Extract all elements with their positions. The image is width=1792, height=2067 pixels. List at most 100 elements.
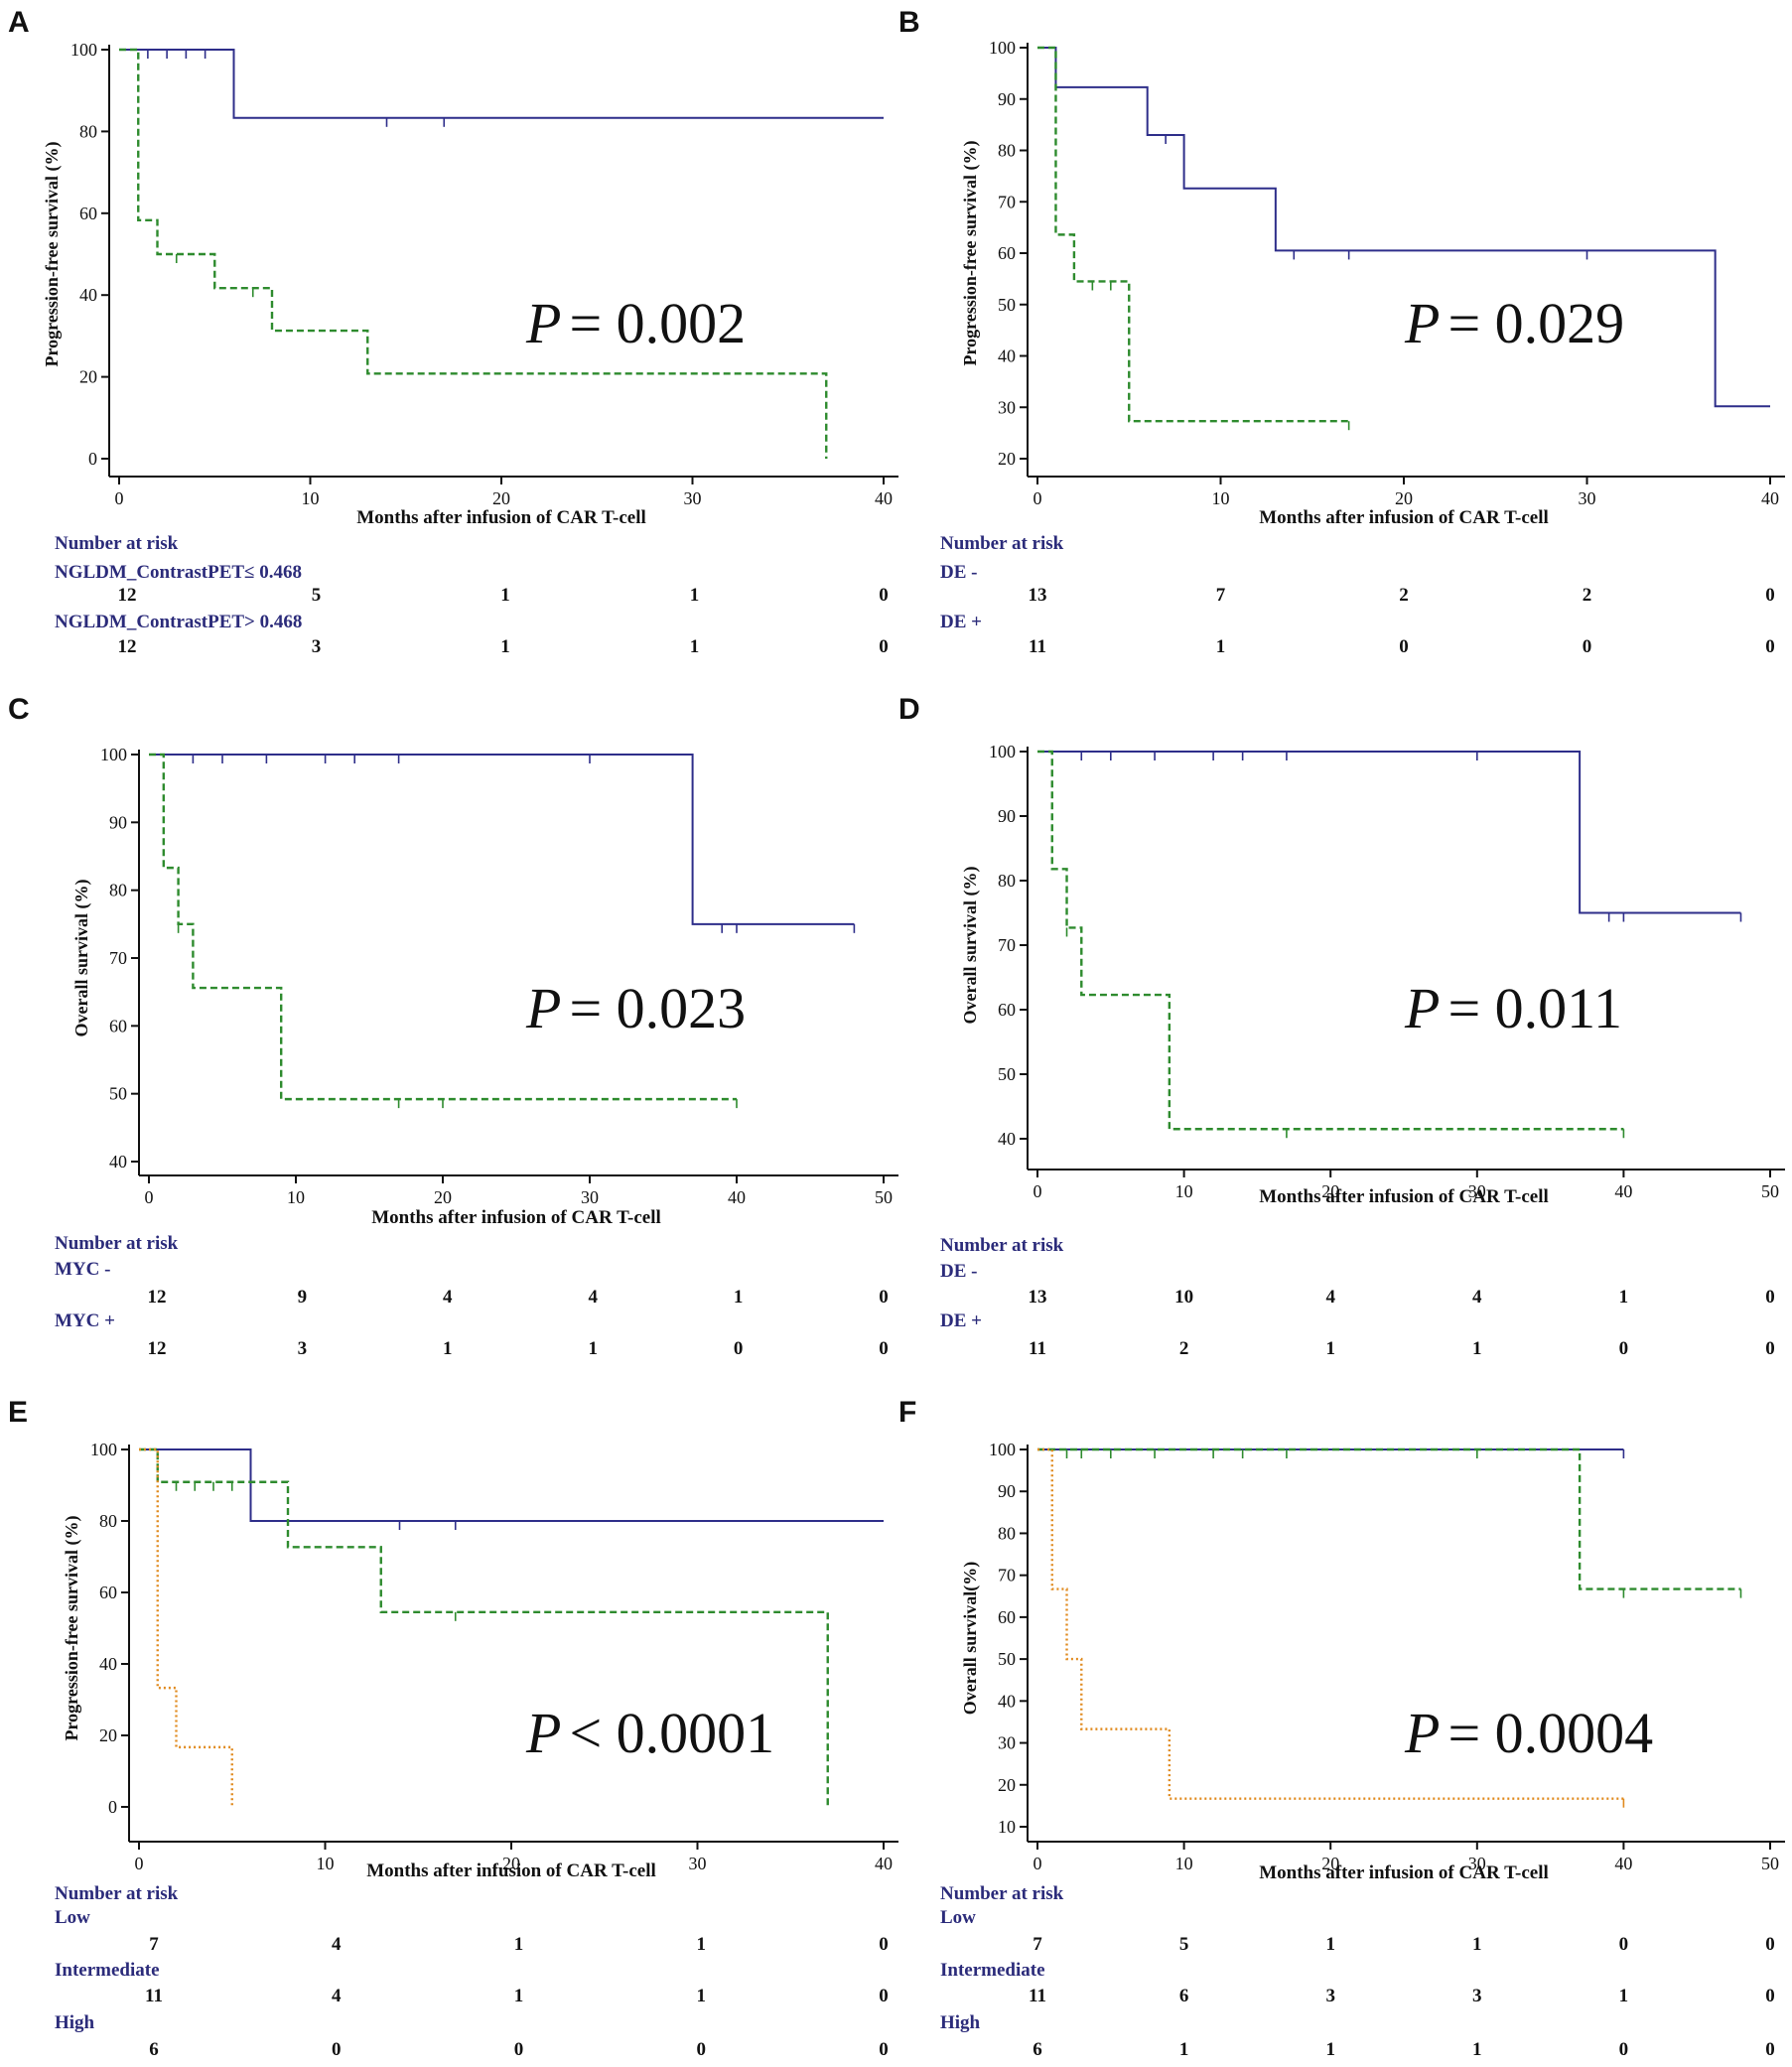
risk-count: 1 [1472, 1934, 1482, 1955]
y-tick-label: 40 [79, 285, 97, 305]
risk-table-title: Number at risk [940, 533, 1064, 554]
risk-row-label: High [940, 2012, 981, 2033]
y-tick-label: 60 [998, 1607, 1016, 1627]
y-tick-label: 60 [99, 1583, 117, 1602]
y-tick-label: 40 [998, 1129, 1016, 1149]
y-tick-label: 60 [998, 243, 1016, 263]
y-tick-label: 100 [989, 742, 1016, 761]
risk-count: 2 [1583, 585, 1592, 606]
y-tick-label: 50 [998, 1064, 1016, 1084]
risk-count: 0 [1619, 1338, 1629, 1359]
p-value-number: = 0.011 [1447, 976, 1622, 1040]
survival-curve-1 [1037, 751, 1741, 914]
y-axis-label: Progression-free survival (%) [62, 1516, 82, 1741]
risk-count: 4 [1325, 1287, 1335, 1308]
panel-letter: B [898, 6, 920, 39]
y-tick-label: 40 [998, 1691, 1016, 1711]
y-tick-label: 100 [70, 40, 97, 60]
risk-count: 12 [148, 1287, 167, 1308]
risk-count: 1 [588, 1338, 598, 1359]
risk-row-label: Low [940, 1907, 976, 1928]
y-tick-label: 60 [79, 204, 97, 223]
y-tick-label: 80 [79, 121, 97, 141]
p-value-symbol: P [525, 1701, 561, 1765]
risk-count: 6 [1033, 2039, 1042, 2060]
survival-curve-2 [149, 753, 737, 1101]
risk-row-label: Low [55, 1907, 90, 1928]
risk-count: 12 [148, 1338, 167, 1359]
risk-count: 5 [1179, 1934, 1189, 1955]
risk-count: 1 [1216, 636, 1226, 657]
p-value: P = 0.011 [1404, 976, 1622, 1040]
risk-count: 4 [1472, 1287, 1482, 1308]
x-axis-label: Months after infusion of CAR T-cell [1259, 1186, 1549, 1207]
risk-count: 1 [500, 585, 510, 606]
risk-count: 0 [514, 2039, 524, 2060]
x-tick-label: 20 [434, 1187, 452, 1207]
y-axis-label: Overall survival(%) [960, 1562, 981, 1715]
risk-count: 0 [1765, 585, 1775, 606]
y-tick-label: 10 [998, 1817, 1016, 1837]
risk-count: 1 [443, 1338, 453, 1359]
panel-letter: E [8, 1396, 28, 1429]
risk-count: 4 [588, 1287, 598, 1308]
risk-count: 6 [1179, 1986, 1189, 2006]
x-axis-label: Months after infusion of CAR T-cell [1259, 507, 1549, 528]
risk-count: 7 [1216, 585, 1226, 606]
y-tick-label: 0 [88, 449, 97, 469]
risk-count: 1 [1325, 1934, 1335, 1955]
x-tick-label: 30 [581, 1187, 599, 1207]
p-value-symbol: P [525, 976, 561, 1040]
x-tick-label: 0 [145, 1187, 154, 1207]
x-axis-label: Months after infusion of CAR T-cell [371, 1207, 661, 1228]
y-tick-label: 50 [998, 295, 1016, 315]
risk-row-label: High [55, 2012, 95, 2033]
risk-count: 1 [1619, 1986, 1629, 2006]
risk-count: 1 [1325, 2039, 1335, 2060]
risk-table-title: Number at risk [940, 1235, 1064, 1256]
risk-count: 7 [149, 1934, 159, 1955]
x-tick-label: 40 [1614, 1181, 1632, 1201]
x-tick-label: 20 [492, 488, 510, 508]
survival-curve-2 [139, 1447, 829, 1807]
risk-count: 0 [879, 2039, 889, 2060]
risk-count: 2 [1399, 585, 1409, 606]
risk-count: 9 [298, 1287, 308, 1308]
x-tick-label: 10 [1175, 1854, 1193, 1873]
x-tick-label: 0 [1034, 1181, 1042, 1201]
panel-f: F0 10 20 30 40 50102030405060708090100Months … [898, 1396, 1785, 2060]
x-tick-label: 40 [1761, 488, 1779, 508]
p-value-symbol: P [525, 291, 561, 355]
x-tick-label: 50 [1761, 1181, 1779, 1201]
risk-count: 0 [1765, 636, 1775, 657]
risk-count: 4 [332, 1934, 342, 1955]
risk-count: 0 [879, 636, 889, 657]
survival-curve-3 [1037, 1447, 1624, 1800]
risk-count: 1 [1619, 1287, 1629, 1308]
risk-count: 0 [1765, 1338, 1775, 1359]
x-tick-label: 40 [1614, 1854, 1632, 1873]
risk-count: 1 [1325, 1338, 1335, 1359]
panel-letter: F [898, 1396, 916, 1429]
risk-count: 1 [734, 1287, 744, 1308]
risk-count: 0 [1765, 1934, 1775, 1955]
risk-count: 0 [1583, 636, 1592, 657]
risk-count: 11 [145, 1986, 163, 2006]
risk-count: 1 [1179, 2039, 1189, 2060]
y-tick-label: 90 [998, 806, 1016, 826]
risk-row-label: DE - [940, 562, 977, 583]
y-tick-label: 70 [998, 935, 1016, 955]
p-value: P = 0.023 [525, 976, 746, 1040]
survival-curve-1 [119, 49, 884, 119]
risk-count: 0 [879, 1287, 889, 1308]
p-value-number: = 0.0004 [1447, 1701, 1653, 1765]
risk-count: 1 [514, 1986, 524, 2006]
risk-table-title: Number at risk [55, 1883, 179, 1904]
risk-count: 1 [690, 585, 700, 606]
y-tick-label: 70 [998, 1566, 1016, 1585]
risk-count: 3 [1325, 1986, 1335, 2006]
risk-count: 5 [312, 585, 322, 606]
